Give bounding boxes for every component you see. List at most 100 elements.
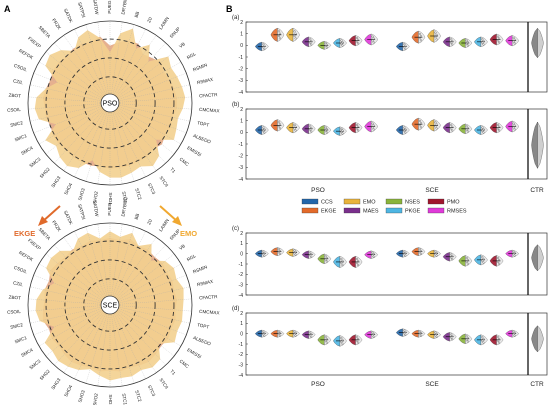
y-tick-label: -3 [239,165,244,171]
violin-point [434,250,437,253]
violin-point [497,35,500,38]
group-label-sce-top: SCE [425,187,439,194]
y-tick-label: -1 [239,55,244,61]
violin-point [482,338,485,340]
violin-point [309,128,312,131]
violin-point [481,129,484,132]
radar-sce-param-label: RSMAX [197,279,214,288]
radar-pso-spoke [38,102,111,145]
radar-sce-spoke [109,304,182,347]
violin-point [481,256,484,259]
radar-pso-param-label: Z0 [146,16,153,23]
violin-point [324,129,327,132]
violin-point [262,126,265,129]
violin-point [465,42,468,45]
violin-point [371,334,374,337]
violin-point [434,31,437,34]
radar-pso-param-label: SMC2 [10,120,24,128]
violin-ctr [531,325,538,352]
radar-sce-spoke [33,274,111,306]
violin-point [465,39,468,42]
violin-point [341,339,344,341]
violin-point [372,333,375,335]
radar-sce-spoke [109,274,187,306]
violin-point [466,337,469,339]
radar-pso-spoke [109,102,175,155]
violin-point [497,336,500,339]
radar-sce-param-label: SMC4 [20,347,34,358]
radar-sce-spoke [74,304,111,379]
radar-pso-spoke [109,21,123,104]
violin-point [404,128,407,131]
violin-point [310,255,313,258]
violin-point [293,30,296,33]
radar-sce-param-label: CMC [178,359,190,370]
radar-sce-spoke [74,231,111,306]
violin-point [278,127,281,130]
violin-point [277,30,280,33]
radar-pso-spoke [109,24,135,104]
violin-point [466,44,469,47]
violin-point [498,125,501,128]
violin-point [498,262,501,265]
violin-point [450,256,453,259]
radar-pso-spoke [30,102,111,122]
violin-point [498,37,501,40]
radar-sce-param-label: ZBOT [8,295,21,301]
violin-point [341,41,344,44]
violin-point [278,32,281,35]
radar-sce-param-label: STC1 [121,393,128,405]
violin-point [450,127,453,130]
violin-point [419,126,422,129]
violin-point [418,333,421,336]
violin-point [371,254,374,257]
radar-pso-param-label: FRZK [51,18,62,31]
violin-point [435,127,438,130]
radar-sce-outer-ring [27,222,193,388]
violin-point [450,336,453,339]
panel-a-label: A [4,4,11,14]
violin-point [341,44,344,47]
violin-point [451,43,454,46]
radar-sce-param-label: SHO3 [77,389,86,403]
radar-pso-dashed-ring-1 [64,57,156,149]
radar-sce-param-label: STC3 [147,384,157,397]
violin-point [404,254,407,257]
radar-pso-spoke [109,102,146,177]
violin-point [497,339,500,342]
radar-sce-param-label: PUEG [107,202,112,215]
violin-point [482,40,485,42]
radar-sce-param-label: CFACTR [199,294,218,300]
radar-pso-spoke [45,102,111,155]
radar-sce-spoke [28,304,111,312]
radar-sce-spoke [109,304,187,336]
radar-pso-spoke [85,102,111,182]
violin-point [262,129,265,132]
violin-point [263,128,266,131]
violin-point [434,253,437,256]
violin-point [434,331,437,334]
violin-point [324,255,327,258]
violin-point [278,37,281,40]
legend-swatch-ekge [301,207,319,214]
y-tick-label: -4 [239,373,244,379]
radar-sce-spoke [109,286,190,306]
violin-point [451,335,454,337]
violin-point [450,253,453,256]
legend-swatch-nses [385,198,403,205]
violin-point [340,261,343,264]
violin-ctr [531,27,538,59]
violin-point [357,259,360,262]
radar-sce-spoke [109,298,192,306]
radar-sce-center-label: SCE [103,303,118,310]
violin-point [497,123,500,126]
radar-sce-spoke [109,304,190,324]
radar-sce-spoke [97,223,111,306]
radar-sce-param-label: SHO1 [108,394,113,405]
violin-point [356,123,359,126]
violin-point [465,125,468,128]
violin-point [481,339,484,342]
violin-point [294,332,297,334]
violin-ctr-half [537,244,544,272]
radar-sce-param-label: SATPSI [77,203,86,220]
